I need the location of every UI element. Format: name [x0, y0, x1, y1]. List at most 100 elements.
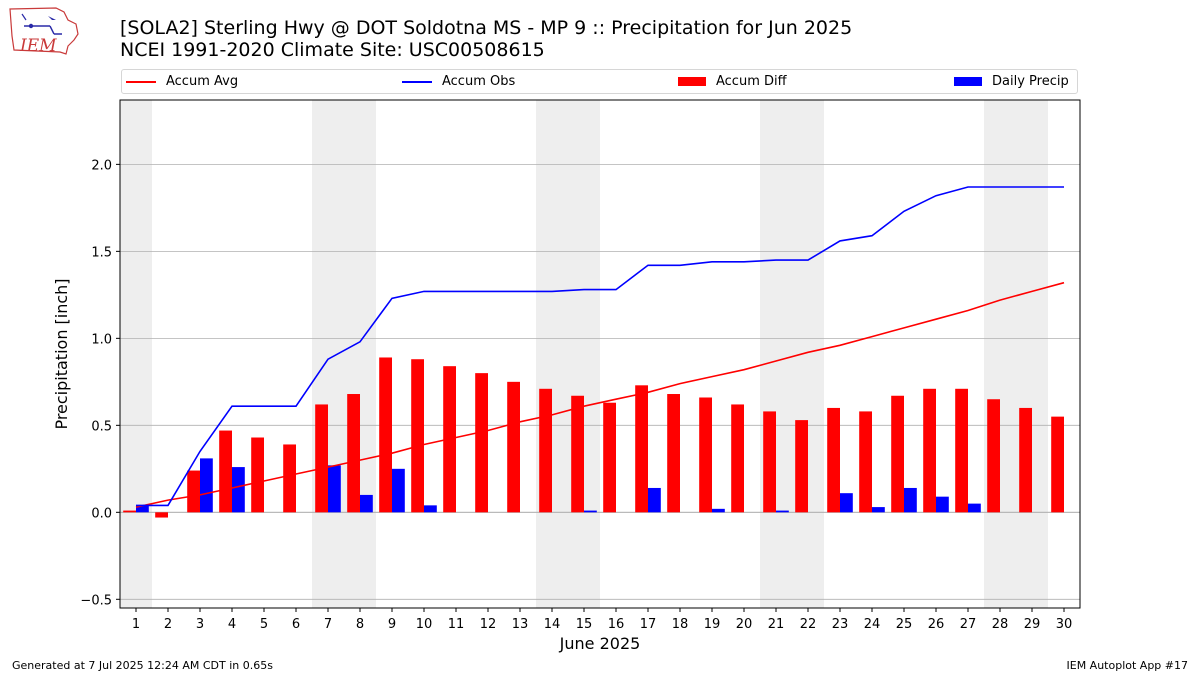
x-tick-label: 9 — [388, 617, 396, 632]
accum-diff-bar — [187, 470, 200, 513]
legend-swatch — [402, 80, 432, 83]
plot-frame — [119, 99, 1081, 609]
accum-diff-bar — [155, 512, 168, 518]
x-tick-label: 15 — [576, 617, 593, 632]
chart-subtitle: NCEI 1991-2020 Climate Site: USC00508615 — [120, 39, 545, 61]
x-tick-label: 22 — [800, 617, 817, 632]
footer-generated: Generated at 7 Jul 2025 12:24 AM CDT in … — [12, 659, 273, 672]
legend-item-accum-avg: Accum Avg — [126, 70, 238, 93]
accum-diff-bar — [1019, 407, 1032, 513]
x-tick-label: 8 — [356, 617, 364, 632]
x-tick-label: 13 — [512, 617, 529, 632]
accum-diff-bar — [763, 411, 776, 513]
accum-diff-bar — [315, 404, 328, 513]
x-tick-label: 28 — [992, 617, 1009, 632]
weekend-band — [312, 100, 376, 608]
x-tick-label: 25 — [896, 617, 913, 632]
daily-precip-bar — [904, 487, 917, 513]
x-tick-label: 11 — [448, 617, 465, 632]
weekend-band — [120, 100, 152, 608]
daily-precip-bar — [328, 465, 341, 513]
legend-label: Accum Diff — [716, 74, 787, 89]
x-tick-label: 7 — [324, 617, 332, 632]
daily-precip-bar — [936, 496, 949, 513]
weekend-band — [760, 100, 824, 608]
x-tick-label: 3 — [196, 617, 204, 632]
ticks: −0.50.00.51.01.52.01 2 3 4 5 6 7 8 9 10 11 12 13 14 15… — [80, 158, 1072, 632]
daily-precip-bar — [872, 507, 885, 513]
x-tick-label: 4 — [228, 617, 236, 632]
daily-precip-bar — [584, 510, 597, 513]
accum-diff-bar — [539, 388, 552, 513]
legend-item-accum-diff: Accum Diff — [678, 70, 787, 93]
daily-precip-bar — [232, 467, 245, 513]
weekend-band — [536, 100, 600, 608]
y-tick-label: 0.0 — [91, 506, 112, 521]
accum-diff-bar — [987, 399, 1000, 513]
logo-text: IEM — [19, 36, 57, 56]
accum-diff-bar — [635, 385, 648, 513]
legend-label: Accum Obs — [442, 74, 516, 89]
accum-diff-bar — [731, 404, 744, 513]
accum-diff-bar — [475, 373, 488, 513]
y-tick-label: −0.5 — [80, 593, 112, 608]
legend-label: Daily Precip — [992, 74, 1069, 89]
accum-diff-bar — [923, 388, 936, 513]
accum-diff-bar — [667, 394, 680, 513]
weekend-band — [984, 100, 1048, 608]
accum-diff-bar — [795, 420, 808, 513]
x-tick-label: 24 — [864, 617, 881, 632]
daily-precip-bar — [136, 505, 149, 513]
x-tick-label: 10 — [416, 617, 433, 632]
x-tick-label: 21 — [768, 617, 785, 632]
x-tick-label: 27 — [960, 617, 977, 632]
daily-precip-bar — [424, 505, 437, 513]
y-tick-label: 0.5 — [91, 419, 112, 434]
footer-app: IEM Autoplot App #17 — [1066, 659, 1189, 672]
accum-diff-bar — [603, 402, 616, 513]
legend-item-accum-obs: Accum Obs — [402, 70, 515, 93]
accum-diff-bar — [379, 357, 392, 513]
y-tick-label: 2.0 — [91, 158, 112, 173]
weekend-shading — [120, 100, 1048, 608]
x-tick-label: 1 — [132, 617, 140, 632]
x-tick-label: 20 — [736, 617, 753, 632]
accum-diff-bar — [251, 437, 264, 513]
lines — [135, 186, 1065, 508]
x-tick-label: 23 — [832, 617, 849, 632]
daily-precip-bar — [712, 508, 725, 513]
y-tick-label: 1.0 — [91, 332, 112, 347]
accum-diff-bar — [891, 395, 904, 513]
legend-item-daily-precip: Daily Precip — [954, 70, 1069, 93]
x-tick-label: 30 — [1056, 617, 1073, 632]
legend: Accum Avg Accum Obs Accum Diff Daily Pre… — [121, 69, 1078, 94]
daily-precip-bar — [200, 458, 213, 513]
daily-precip-bar — [776, 510, 789, 513]
x-tick-label: 5 — [260, 617, 268, 632]
gridlines — [120, 163, 1080, 600]
daily-precip-bar — [360, 494, 373, 513]
x-tick-label: 26 — [928, 617, 945, 632]
x-tick-label: 29 — [1024, 617, 1041, 632]
accum-diff-bar — [123, 510, 136, 513]
daily-precip-bar — [968, 503, 981, 513]
legend-swatch — [126, 80, 156, 83]
iem-logo: IEM — [6, 6, 84, 64]
x-tick-label: 14 — [544, 617, 561, 632]
accum-diff-bar — [955, 388, 968, 513]
bars — [123, 357, 1064, 518]
legend-swatch — [678, 77, 706, 86]
accum-diff-bar — [347, 394, 360, 513]
x-tick-label: 6 — [292, 617, 300, 632]
x-axis-label: June 2025 — [559, 634, 641, 653]
accum-diff-bar — [859, 411, 872, 513]
accum-diff-bar — [827, 407, 840, 513]
x-tick-label: 12 — [480, 617, 497, 632]
accum-obs-line — [136, 186, 1064, 507]
accum-diff-bar — [571, 395, 584, 513]
accum-diff-bar — [507, 381, 520, 513]
y-axis-label: Precipitation [inch] — [52, 278, 71, 429]
accum-diff-bar — [219, 430, 232, 513]
accum-diff-bar — [411, 359, 424, 513]
